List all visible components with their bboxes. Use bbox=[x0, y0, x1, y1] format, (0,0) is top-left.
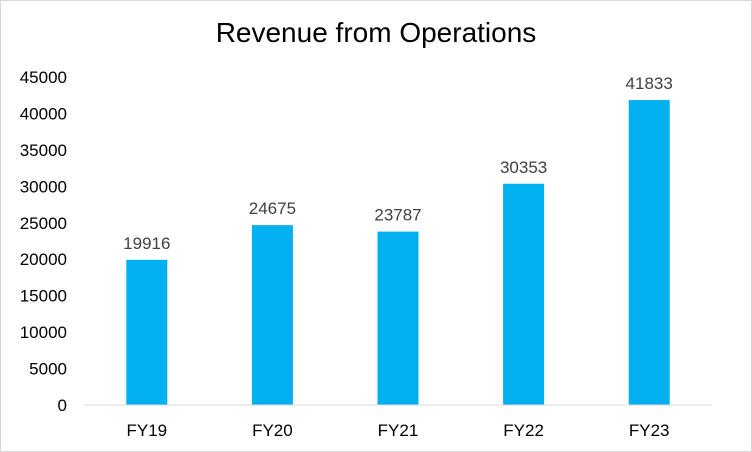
bar-fy20 bbox=[251, 225, 293, 405]
data-label-fy21: 23787 bbox=[374, 206, 421, 225]
bar-fy23 bbox=[628, 100, 670, 405]
x-tick-label: FY19 bbox=[126, 421, 167, 440]
data-label-fy23: 41833 bbox=[626, 74, 673, 93]
bar-fy22 bbox=[503, 183, 545, 405]
y-tick-label: 45000 bbox=[20, 68, 67, 87]
y-tick-label: 15000 bbox=[20, 287, 67, 306]
bar-fy21 bbox=[377, 231, 419, 405]
y-tick-label: 25000 bbox=[20, 214, 67, 233]
chart-title: Revenue from Operations bbox=[216, 17, 537, 48]
y-tick-label: 35000 bbox=[20, 141, 67, 160]
y-tick-label: 20000 bbox=[20, 250, 67, 269]
bar-fy19 bbox=[126, 259, 168, 405]
data-labels: 19916 24675 23787 30353 41833 bbox=[123, 74, 673, 253]
y-tick-label: 40000 bbox=[20, 104, 67, 123]
data-label-fy19: 19916 bbox=[123, 234, 170, 253]
y-tick-label: 10000 bbox=[20, 323, 67, 342]
x-tick-label: FY20 bbox=[252, 421, 293, 440]
data-label-fy22: 30353 bbox=[500, 158, 547, 177]
y-tick-label: 0 bbox=[58, 396, 67, 415]
y-axis: 0 5000 10000 15000 20000 25000 30000 35000 40000… bbox=[20, 68, 67, 415]
x-tick-label: FY22 bbox=[503, 421, 544, 440]
x-tick-label: FY21 bbox=[378, 421, 419, 440]
x-tick-label: FY23 bbox=[629, 421, 670, 440]
x-axis: FY19 FY20 FY21 FY22 FY23 bbox=[84, 404, 712, 440]
data-label-fy20: 24675 bbox=[249, 199, 296, 218]
y-tick-label: 30000 bbox=[20, 177, 67, 196]
bars bbox=[126, 100, 670, 405]
y-tick-label: 5000 bbox=[29, 360, 67, 379]
